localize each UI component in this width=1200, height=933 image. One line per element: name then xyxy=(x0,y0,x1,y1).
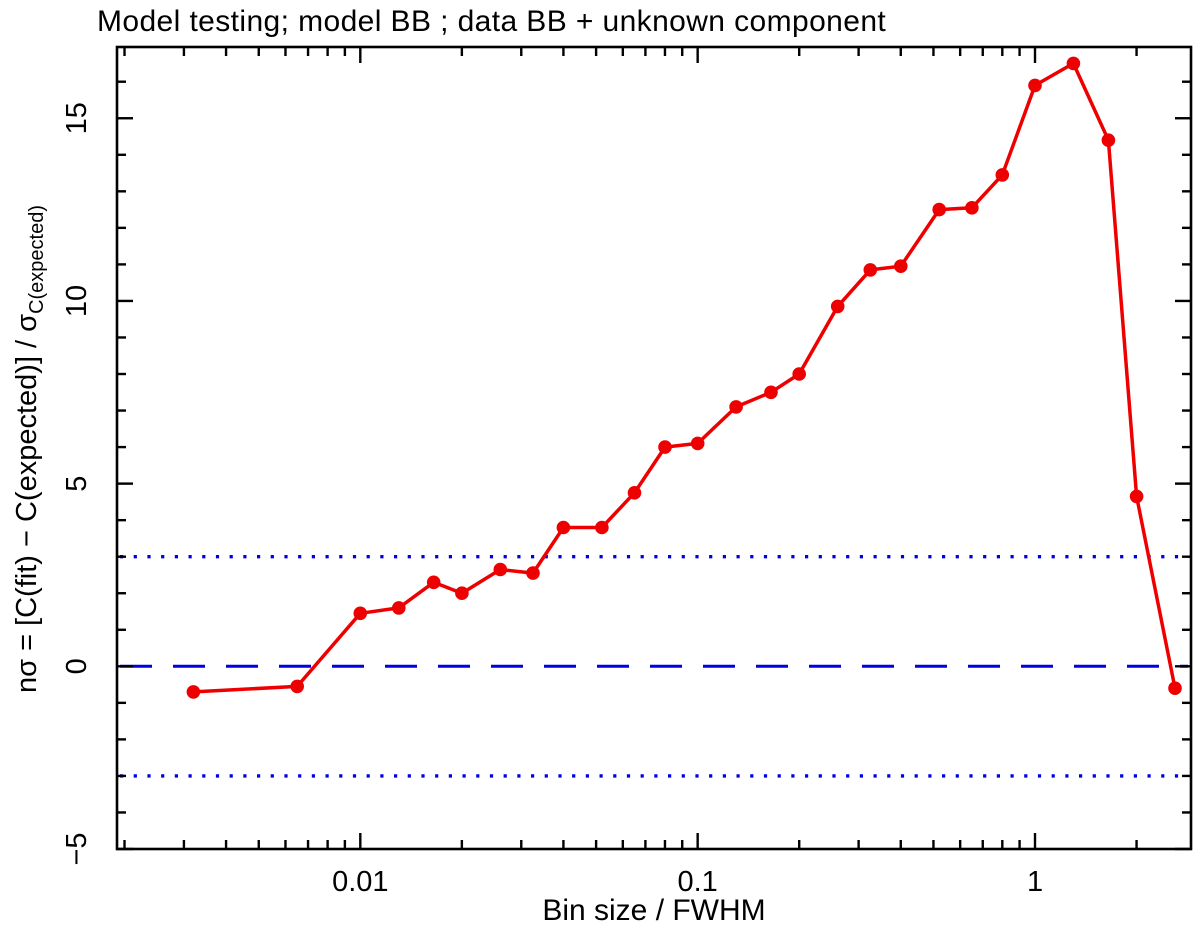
data-point xyxy=(493,562,508,577)
y-tick-label: 10 xyxy=(61,285,93,317)
data-point xyxy=(455,586,469,600)
x-axis-title: Bin size / FWHM xyxy=(542,894,766,927)
data-point xyxy=(995,168,1010,182)
data-point xyxy=(658,440,672,454)
data-point xyxy=(595,520,609,535)
data-point xyxy=(965,201,979,215)
data-point xyxy=(932,202,946,217)
data-point xyxy=(1066,56,1081,71)
data-point xyxy=(830,299,845,314)
data-point xyxy=(1101,133,1116,147)
y-tick-label: −5 xyxy=(61,832,93,865)
y-axis-title: nσ = [C(fit) − C(expected)] / σC(expecte… xyxy=(11,169,53,729)
data-point xyxy=(792,367,806,381)
y-tick-label: 15 xyxy=(61,102,93,134)
data-point xyxy=(526,566,540,580)
chart-title: Model testing; model BB ; data BB + unkn… xyxy=(97,5,887,38)
y-axis-title-main: nσ = [C(fit) − C(expected)] / σ xyxy=(11,313,43,694)
data-point xyxy=(392,601,406,615)
x-tick-label: 1 xyxy=(1027,866,1043,898)
y-axis-title-subscript: C(expected) xyxy=(26,204,48,314)
data-point xyxy=(764,385,778,400)
y-tick-label: 0 xyxy=(61,658,93,674)
data-point xyxy=(627,486,642,500)
data-point xyxy=(290,679,305,694)
y-tick-label: 5 xyxy=(61,476,93,492)
x-tick-label: 0.01 xyxy=(332,866,388,898)
data-point xyxy=(426,575,441,590)
data-point xyxy=(894,259,908,274)
data-point xyxy=(1028,78,1042,93)
data-point xyxy=(1168,681,1182,695)
data-point xyxy=(353,606,368,621)
data-point xyxy=(729,400,743,414)
data-point xyxy=(186,685,201,699)
data-point xyxy=(556,520,571,535)
data-point xyxy=(1129,489,1144,504)
data-line xyxy=(193,61,1177,694)
x-tick-label: 0.1 xyxy=(677,866,717,898)
data-point xyxy=(690,436,705,451)
data-point xyxy=(863,263,878,277)
plot-frame xyxy=(115,45,1193,851)
